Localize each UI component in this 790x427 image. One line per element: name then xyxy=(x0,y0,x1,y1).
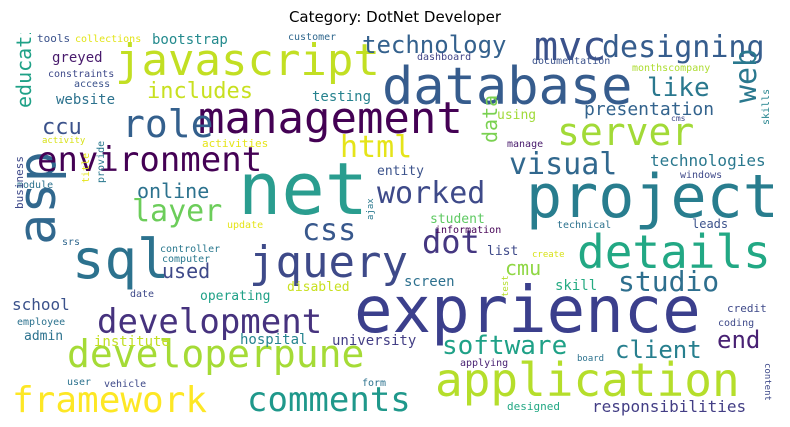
word-environment: environment xyxy=(37,140,263,180)
word-bootstrap: bootstrap xyxy=(152,33,228,48)
word-information: information xyxy=(435,225,502,236)
word-skill: skill xyxy=(555,278,598,294)
word-student: student xyxy=(430,212,485,227)
word-worked: worked xyxy=(377,176,486,211)
word-business: business xyxy=(13,156,26,209)
word-mvc: mvc xyxy=(534,33,607,70)
word-exprience: exprience xyxy=(354,274,701,348)
word-activities: activities xyxy=(202,137,269,150)
word-board: board xyxy=(577,354,605,364)
word-computer: computer xyxy=(162,254,211,265)
word-tools: tools xyxy=(37,33,71,45)
word-title: title xyxy=(81,152,92,183)
word-end: end xyxy=(717,326,761,354)
word-technical: technical xyxy=(557,220,612,231)
word-content: content xyxy=(762,363,772,401)
word-customer: customer xyxy=(288,33,337,43)
word-role: role xyxy=(122,102,214,146)
word-dashboard: dashboard xyxy=(417,52,472,63)
word-monthscompany: monthscompany xyxy=(632,63,711,74)
word-presentation: presentation xyxy=(584,99,715,120)
chart-title: Category: DotNet Developer xyxy=(288,8,502,26)
word-documentation: documentation xyxy=(532,56,611,67)
word-institute: institute xyxy=(94,334,170,350)
word-date: date xyxy=(130,289,155,300)
word-entity: entity xyxy=(377,164,424,179)
word-operating: operating xyxy=(200,289,271,304)
word-employee: employee xyxy=(17,317,66,328)
word-controller: controller xyxy=(160,244,221,255)
word-server: server xyxy=(557,110,695,154)
word-constraints: constraints xyxy=(48,69,115,80)
word-dot: dot xyxy=(422,223,480,261)
word-technologies: technologies xyxy=(650,151,766,170)
word-screen: screen xyxy=(404,274,455,290)
word-vehicle: vehicle xyxy=(104,379,147,390)
word-comments: comments xyxy=(247,380,411,419)
word-website: website xyxy=(56,92,116,108)
word-application: application xyxy=(435,353,740,407)
word-module: module xyxy=(17,180,54,191)
word-testing: testing xyxy=(312,89,372,105)
word-provide: provide xyxy=(96,140,107,183)
word-net: net xyxy=(238,147,369,231)
word-like: like xyxy=(647,73,710,103)
word-technology: technology xyxy=(362,33,507,59)
word-education: education xyxy=(12,33,36,108)
word-used: used xyxy=(162,259,211,283)
word-online: online xyxy=(137,179,210,203)
word-developerpune: developerpune xyxy=(67,332,365,376)
word-school: school xyxy=(12,295,70,314)
word-project: project xyxy=(526,162,778,232)
word-srs: srs xyxy=(62,237,81,248)
word-cms: cms xyxy=(671,114,686,123)
word-update: update xyxy=(227,220,264,231)
word-studio: studio xyxy=(618,265,720,298)
word-skills: skills xyxy=(761,88,772,125)
word-using: using xyxy=(497,108,537,123)
word-access: access xyxy=(74,79,111,90)
word-layer: layer xyxy=(132,194,223,229)
word-admin: admin xyxy=(24,329,64,344)
word-create: create xyxy=(532,250,565,260)
word-framework: framework xyxy=(12,380,208,419)
word-university: university xyxy=(332,333,417,349)
word-manage: manage xyxy=(507,139,544,150)
word-coding: coding xyxy=(718,318,755,329)
word-credit: credit xyxy=(727,302,767,315)
word-jquery: jquery xyxy=(249,237,408,288)
word-css: css xyxy=(302,213,357,248)
word-activity: activity xyxy=(42,136,86,146)
word-test: test xyxy=(501,275,511,297)
word-collections: collections xyxy=(75,34,142,45)
word-javascript: javascript xyxy=(115,35,380,86)
word-development: development xyxy=(97,302,323,342)
word-cloud: net exprience project database applicati… xyxy=(12,33,778,419)
word-visual: visual xyxy=(509,147,618,182)
word-cmu: cmu xyxy=(505,256,542,280)
word-designed: designed xyxy=(507,400,560,413)
word-client: client xyxy=(615,336,702,364)
word-management: management xyxy=(198,93,463,144)
word-ccu: ccu xyxy=(42,115,82,140)
word-html: html xyxy=(340,130,413,165)
word-web: web xyxy=(729,48,764,103)
word-sql: sql xyxy=(72,228,170,291)
word-responsibilities: responsibilities xyxy=(592,397,747,416)
word-hospital: hospital xyxy=(240,332,308,348)
word-form: form xyxy=(362,378,387,389)
word-details: details xyxy=(577,225,771,279)
word-greyed: greyed xyxy=(52,50,103,66)
word-database: database xyxy=(382,57,633,117)
word-ajax: ajax xyxy=(366,198,376,220)
word-disabled: disabled xyxy=(287,280,350,295)
word-windows: windows xyxy=(680,170,723,181)
word-applying: applying xyxy=(460,358,509,369)
word-leads: leads xyxy=(692,217,729,231)
word-designing: designing xyxy=(602,33,765,65)
word-includes: includes xyxy=(147,79,253,104)
word-software: software xyxy=(442,331,568,361)
word-user: user xyxy=(67,377,92,388)
word-list: list xyxy=(487,244,519,259)
